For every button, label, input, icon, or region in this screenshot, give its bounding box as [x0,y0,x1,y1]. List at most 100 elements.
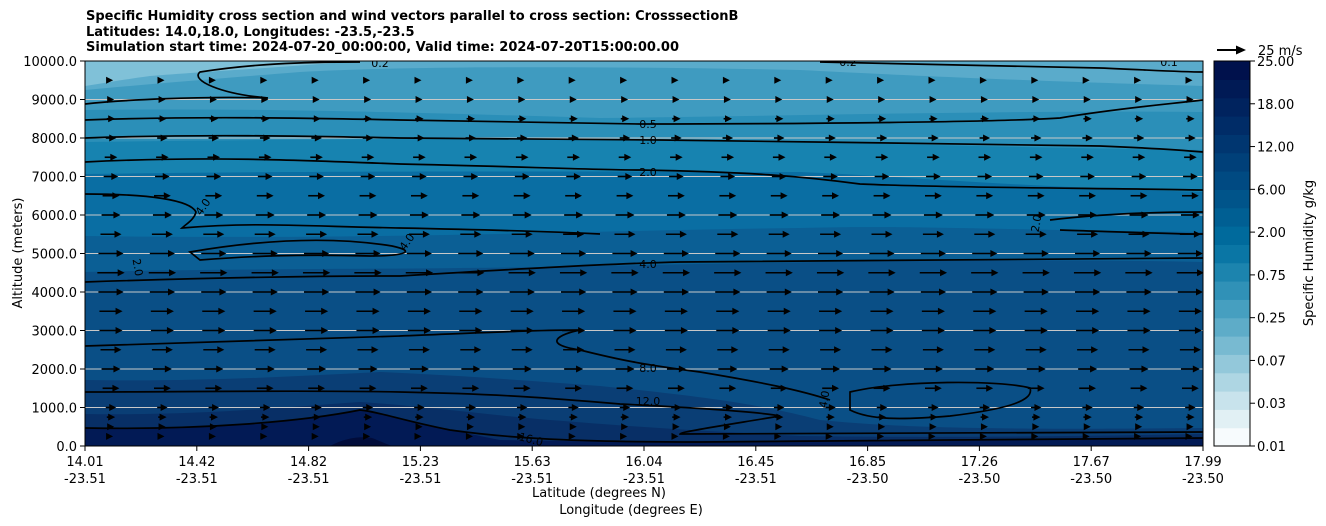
title-line-3: Simulation start time: 2024-07-20_00:00:… [86,40,679,55]
wind-vector [722,404,734,411]
wind-vector [769,211,789,219]
wind-vector [517,432,525,440]
wind-vector [874,173,890,180]
wind-vector [614,346,636,354]
wind-vector [980,413,989,421]
wind-vector [1080,173,1095,180]
wind-vector [873,192,891,200]
wind-vector [715,288,741,296]
wind-vector [304,288,330,296]
wind-vector [311,404,322,411]
wind-vector [979,76,987,84]
wind-vector [202,307,226,315]
wind-vector [663,250,689,257]
wind-vector [1075,288,1101,296]
wind-vector [717,230,739,238]
wind-vector [664,327,688,334]
wind-vector [408,230,430,238]
contour-label-2: 0.1 [1160,56,1178,69]
wind-vector [615,211,635,219]
wind-vector [872,211,892,219]
wind-vector [97,269,125,277]
colorbar-swatch-18 [1214,97,1250,117]
x-axis-label-longitude: Longitude (degrees E) [559,503,703,518]
colorbar-swatch-17 [1214,116,1250,135]
wind-vector [621,96,629,103]
wind-vector [672,423,680,431]
colorbar-frame [1213,60,1251,447]
wind-vector [209,413,218,421]
wind-vector [723,96,731,103]
colorbar-tick-label-4: 0.75 [1257,269,1286,284]
wind-vector [154,384,171,392]
colorbar-swatch-16 [1214,134,1250,154]
wind-vector [671,432,679,440]
wind-vector [148,269,177,277]
wind-vector [99,327,123,334]
wind-vector [155,173,170,180]
wind-vector [1073,269,1102,277]
contour-line-9 [85,390,1203,435]
colorbar-swatch-8 [1214,281,1250,300]
wind-vector [512,211,532,219]
wind-vector [312,413,321,421]
wind-vector [1135,96,1143,103]
wind-vector [305,327,329,334]
x-tick-label-lat-0: 14.01 [66,455,103,470]
wind-vector [770,192,788,200]
wind-vector [612,288,638,296]
wind-vector [1078,211,1098,219]
wind-vector [768,346,790,354]
wind-vector [973,307,997,315]
wind-vector [825,76,833,84]
wind-vector [1185,134,1196,142]
wind-vector [255,365,275,373]
colorbar-swatch-14 [1214,171,1250,190]
x-axis: 14.01 -23.51 14.42 -23.51 14.82 -23.51 15.23 -2… [64,446,1224,487]
wind-vector [1032,413,1041,421]
wind-vector [775,413,784,421]
wind-vector [620,432,628,440]
wind-vector [312,96,320,103]
wind-vector [825,432,833,440]
wind-vector [201,250,227,257]
humidity-band-11 [330,437,392,446]
wind-vector [1186,423,1194,431]
wind-vector [717,346,739,354]
y-tick-label-4: 4000.0 [32,286,78,301]
colorbar: 0.01 0.03 0.07 0.25 0.75 2.00 6.00 12.00 18.00 25… [1213,55,1294,455]
x-tick-label-lon-8: -23.50 [958,472,1000,487]
wind-vector [620,115,630,123]
wind-vector [209,96,217,103]
wind-vector [357,230,379,238]
colorbar-swatch-4 [1214,354,1250,374]
wind-vector [1133,134,1145,142]
colorbar-swatch-3 [1214,372,1250,392]
wind-vector [1081,153,1094,161]
wind-vector [101,211,121,219]
wind-vector [878,96,886,103]
wind-vector [363,76,371,84]
x-tick-label-lat-9: 17.67 [1073,455,1110,470]
wind-vector [925,384,942,392]
wind-vector [559,269,588,277]
wind-vector [819,307,843,315]
wind-vector [773,134,785,142]
wind-vector [824,153,837,161]
wind-vector [518,423,526,431]
contour-label-4: 1.0 [639,134,657,147]
wind-vector [871,230,893,238]
wind-vector [1185,432,1193,440]
wind-vector [251,269,279,277]
wind-vector [566,173,581,180]
wind-vector [516,134,528,142]
wind-vector [1082,432,1090,440]
contour-line-7 [85,257,1203,283]
wind-vector [513,384,531,392]
wind-vector [154,192,171,200]
wind-vector [611,269,639,277]
wind-vector [662,269,691,277]
wind-vector [1130,192,1148,200]
wind-vector [510,307,534,315]
wind-vector [1079,192,1096,200]
